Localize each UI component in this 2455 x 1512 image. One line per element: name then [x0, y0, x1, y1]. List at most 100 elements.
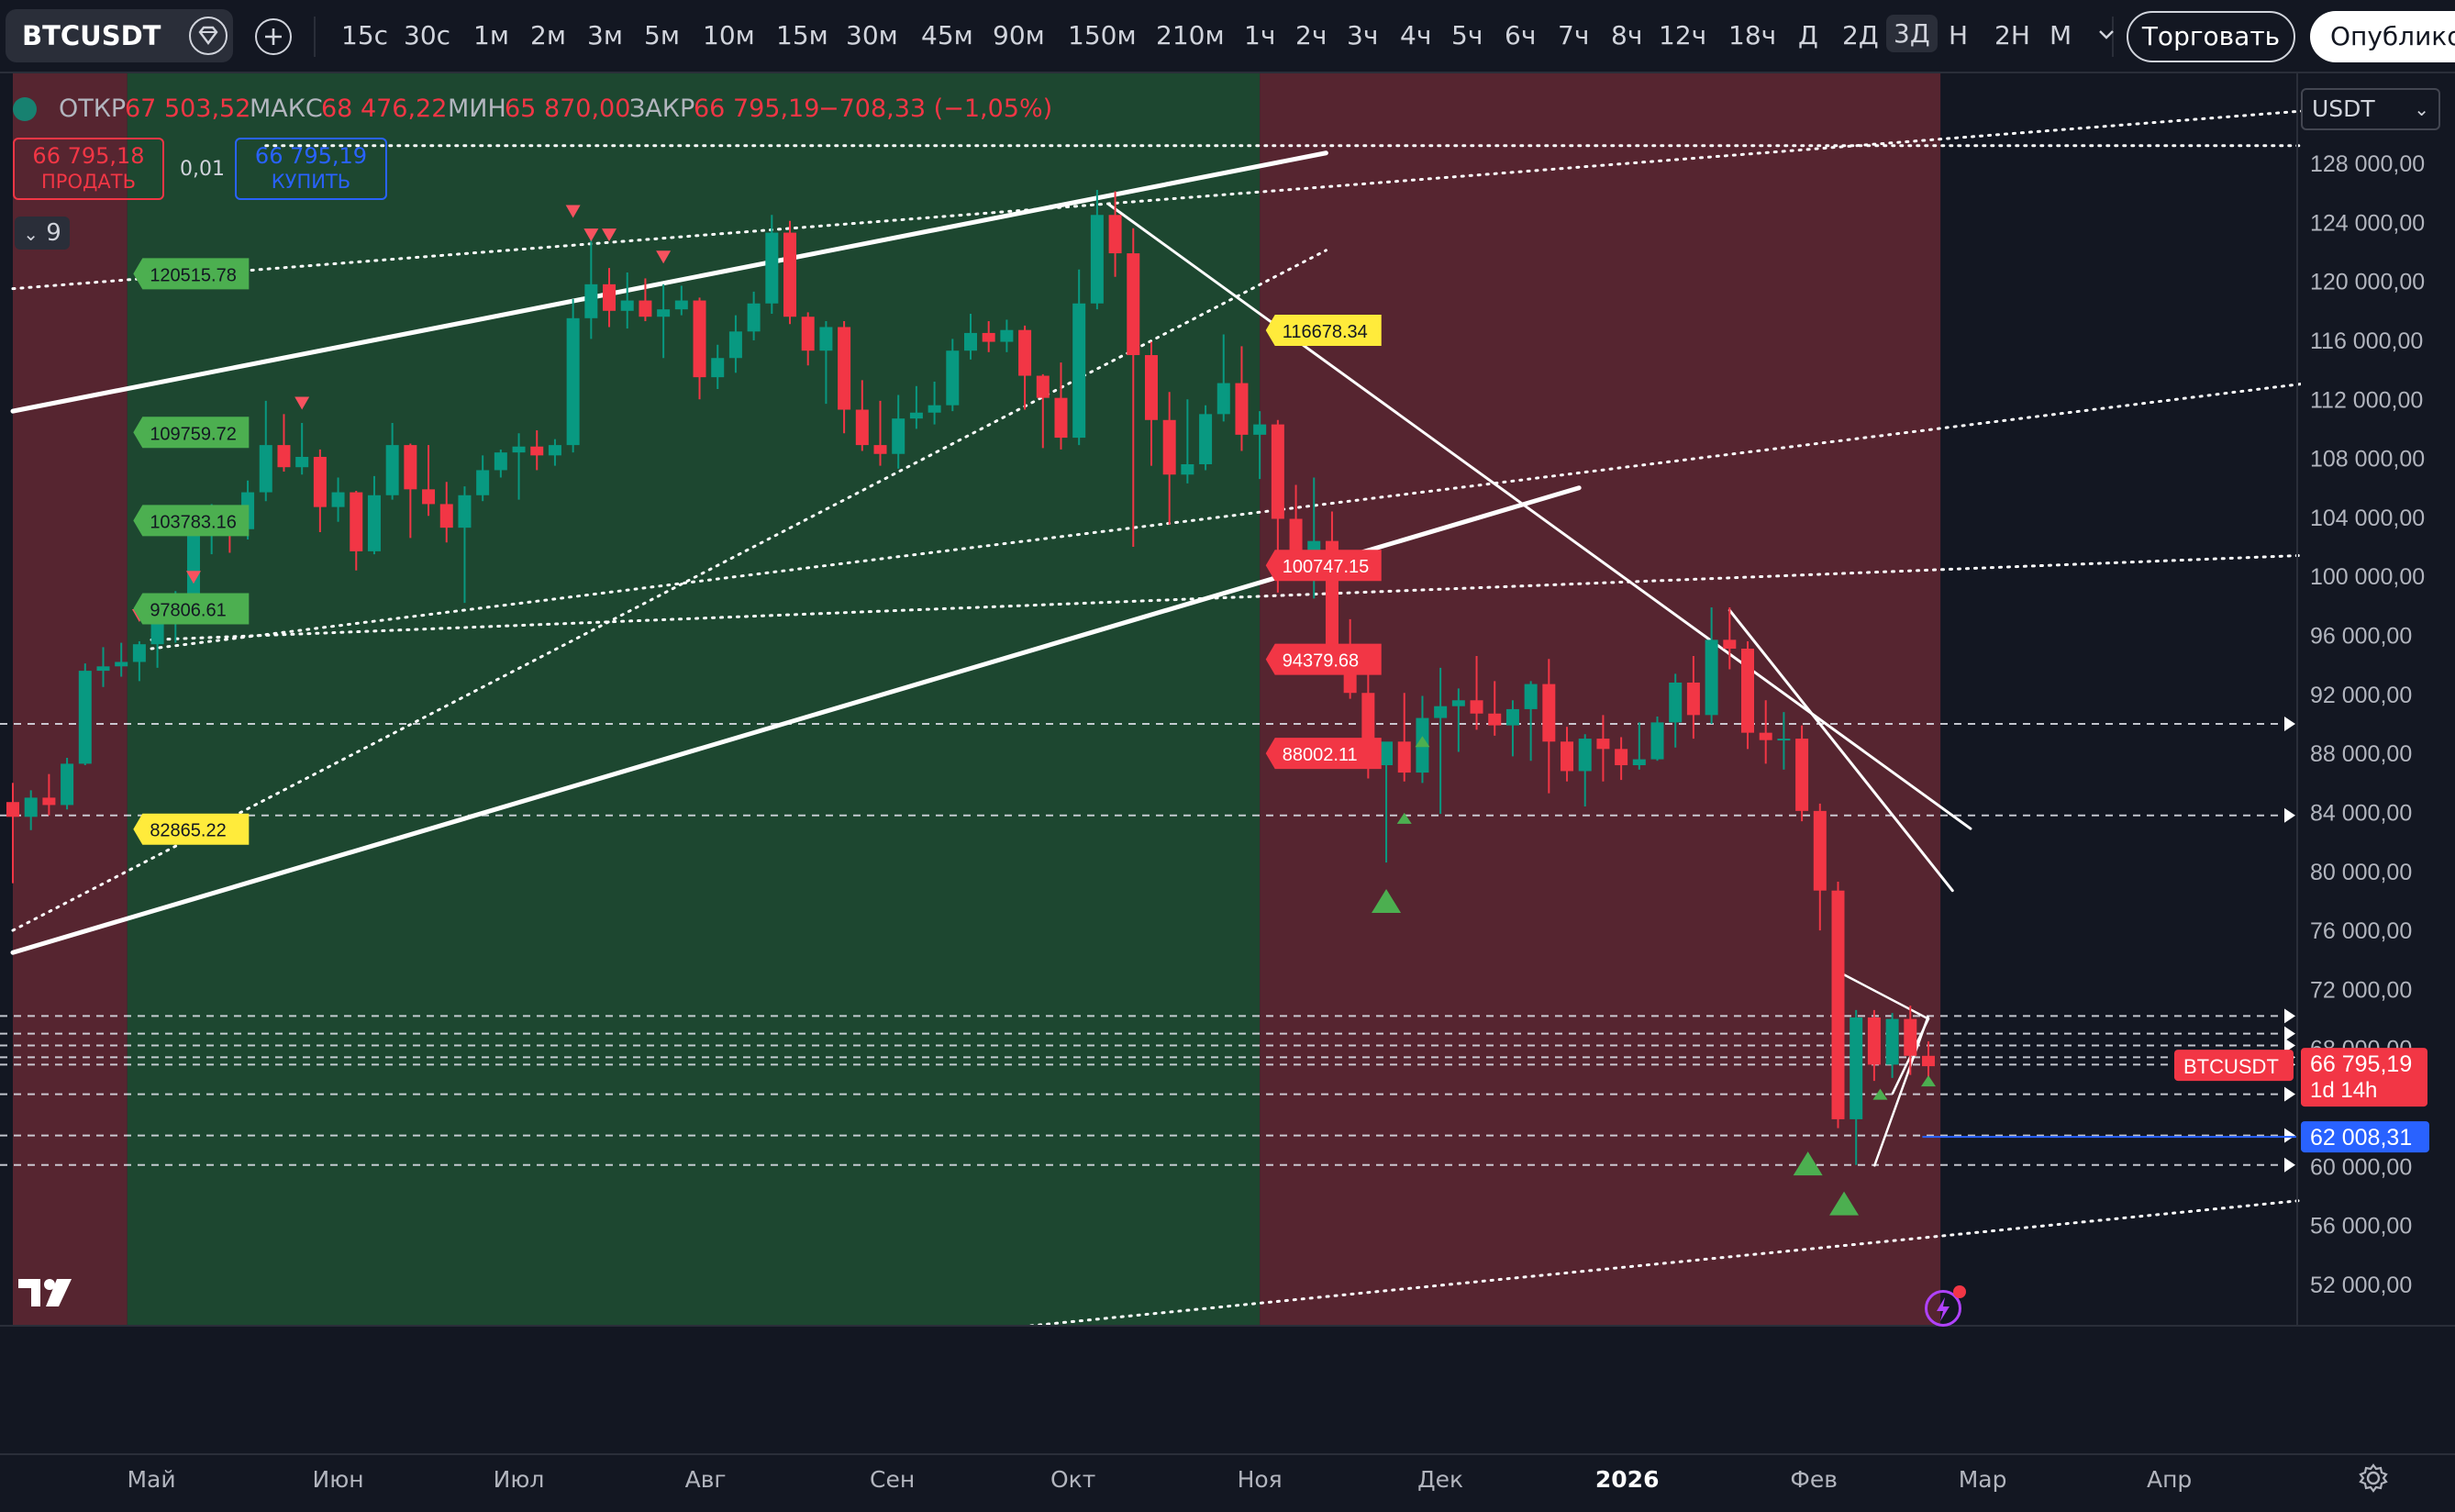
timeframe-5[interactable]: 5м: [644, 20, 680, 50]
candle-body: [801, 317, 815, 351]
candle-82: [1488, 681, 1502, 736]
timeframe-6[interactable]: 10м: [703, 20, 755, 50]
buy-button[interactable]: 66 795,19 КУПИТЬ: [235, 138, 387, 200]
timeframe-26[interactable]: Н: [1949, 20, 1969, 50]
timeframe-11[interactable]: 150м: [1068, 20, 1137, 50]
timeframe-17[interactable]: 5ч: [1451, 20, 1483, 50]
candle-body: [674, 300, 688, 310]
timeframe-16[interactable]: 4ч: [1400, 20, 1432, 50]
timeframe-9[interactable]: 45м: [921, 20, 973, 50]
candle-body: [96, 666, 110, 672]
timeframe-24[interactable]: 2Д: [1842, 20, 1879, 50]
timeframe-13[interactable]: 1ч: [1244, 20, 1276, 50]
candle-body: [909, 412, 923, 419]
candle-93: [1686, 656, 1700, 739]
legend-visibility-icon[interactable]: [13, 97, 37, 121]
blue-price-tag-bg: [2301, 1121, 2429, 1153]
timeframe-2[interactable]: 1м: [473, 20, 509, 50]
candle-99: [1795, 725, 1809, 822]
price-tick-8: 96 000,00: [2310, 624, 2412, 650]
candle-92: [1669, 673, 1683, 748]
timeframe-4[interactable]: 3м: [587, 20, 623, 50]
trendline-5: [11, 107, 2334, 291]
price-tick-5: 108 000,00: [2310, 447, 2425, 472]
candle-body: [1921, 1055, 1935, 1067]
timeframe-28[interactable]: М: [2050, 20, 2072, 50]
buy-signal-8: [1396, 812, 1412, 824]
timeframe-8[interactable]: 30м: [846, 20, 898, 50]
diamond-icon[interactable]: [189, 17, 228, 55]
candle-body: [132, 644, 146, 662]
timeframe-23[interactable]: Д: [1798, 20, 1818, 50]
gear-icon[interactable]: [2358, 1462, 2389, 1501]
time-tick-0: Май: [127, 1466, 176, 1493]
candle-body: [350, 492, 363, 551]
candle-body: [819, 327, 833, 351]
timeframe-21[interactable]: 12ч: [1659, 20, 1707, 50]
level-arrow-4: [2284, 1038, 2295, 1053]
candle-body: [603, 284, 617, 311]
price-label-8: 88002.11: [1283, 745, 1358, 765]
candle-89: [1615, 737, 1628, 781]
timeframe-12[interactable]: 210м: [1156, 20, 1225, 50]
price-tick-12: 80 000,00: [2310, 860, 2412, 885]
candle-body: [277, 445, 291, 468]
add-symbol-icon[interactable]: [255, 18, 292, 55]
background-zones: [0, 73, 2297, 1326]
candle-body: [1397, 741, 1411, 773]
candle-56: [1018, 325, 1032, 410]
price-tick-17: 56 000,00: [2310, 1214, 2412, 1240]
timeframe-22[interactable]: 18ч: [1728, 20, 1777, 50]
candle-body: [946, 350, 960, 406]
symbol-search-button[interactable]: BTCUSDT: [6, 9, 233, 62]
candle-48: [873, 400, 887, 466]
candle-2: [42, 773, 56, 816]
candle-body: [1235, 383, 1249, 435]
candle-104: [1885, 1013, 1899, 1078]
candle-body: [963, 332, 977, 351]
timeframe-19[interactable]: 7ч: [1558, 20, 1590, 50]
candle-59: [1072, 269, 1086, 446]
trendline-3: [1727, 608, 1954, 893]
candle-body: [728, 331, 742, 359]
publish-button[interactable]: Опублико: [2310, 11, 2455, 62]
timeframe-15[interactable]: 3ч: [1347, 20, 1379, 50]
candle-21: [385, 422, 399, 500]
candle-35: [639, 278, 652, 322]
price-tick-9: 92 000,00: [2310, 683, 2412, 708]
currency-select[interactable]: USDT ⌄: [2301, 88, 2440, 130]
timeframe-20[interactable]: 8ч: [1611, 20, 1643, 50]
price-axis-background: [2301, 73, 2455, 1326]
price-label-bg-4: [133, 813, 250, 845]
lightning-alert-icon[interactable]: [1925, 1285, 1966, 1327]
candle-39: [711, 344, 725, 390]
tradingview-logo-icon[interactable]: [17, 1272, 77, 1318]
candle-body: [657, 309, 671, 317]
sell-button[interactable]: 66 795,18 ПРОДАТЬ: [13, 138, 164, 200]
trade-button[interactable]: Торговать: [2127, 11, 2295, 62]
timeframe-0[interactable]: 15с: [341, 20, 389, 50]
buy-signal-10: [1793, 1151, 1823, 1176]
candle-body: [1072, 303, 1086, 439]
timeframe-14[interactable]: 2ч: [1295, 20, 1327, 50]
timeframe-1[interactable]: 30с: [404, 20, 451, 50]
price-label-bg-6: [1265, 550, 1382, 582]
timeframe-18[interactable]: 6ч: [1505, 20, 1537, 50]
candle-body: [584, 284, 598, 318]
indicators-toggle[interactable]: ⌄ 9: [15, 217, 70, 250]
candle-body: [1850, 1017, 1863, 1119]
candle-30: [548, 439, 561, 466]
trendline-2: [1107, 203, 1972, 830]
candle-body: [1650, 722, 1664, 760]
timeframe-27[interactable]: 2Н: [1994, 20, 2030, 50]
timeframe-dropdown-chevron-icon[interactable]: [2095, 24, 2117, 50]
timeframe-3[interactable]: 2м: [530, 20, 566, 50]
candle-body: [1253, 424, 1267, 435]
price-label-6: 100747.15: [1283, 557, 1370, 577]
timeframe-25[interactable]: 3Д: [1886, 15, 1938, 52]
timeframe-7[interactable]: 15м: [776, 20, 828, 50]
candle-body: [838, 327, 851, 410]
candle-100: [1813, 803, 1827, 931]
timeframe-10[interactable]: 90м: [993, 20, 1045, 50]
price-chart[interactable]: 120515.78 109759.72 103783.16 97806.61 82865…: [0, 73, 2455, 1512]
